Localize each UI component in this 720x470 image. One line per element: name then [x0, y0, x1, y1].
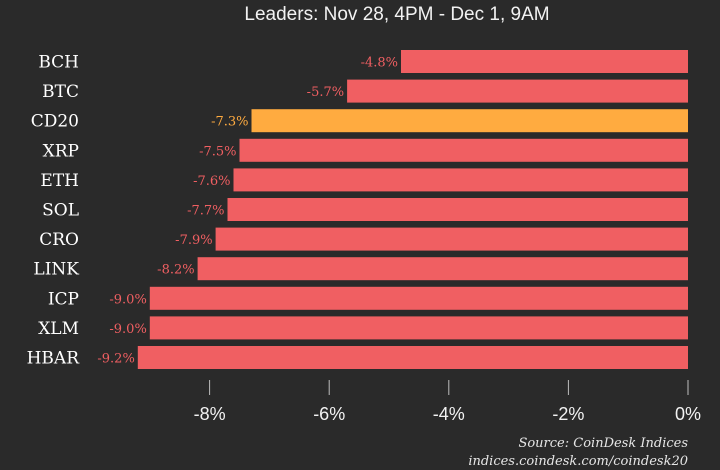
category-label-cro: CRO	[39, 230, 79, 250]
value-label-bch: -4.8%	[361, 56, 398, 71]
bar-btc	[347, 79, 688, 103]
category-label-xrp: XRP	[43, 141, 79, 161]
source-note: Source: CoinDesk Indices	[518, 436, 688, 451]
value-label-btc: -5.7%	[307, 85, 344, 100]
category-label-bch: BCH	[38, 53, 79, 73]
category-label-hbar: HBAR	[27, 349, 81, 369]
category-label-xlm: XLM	[38, 319, 79, 339]
bar-xrp	[239, 138, 688, 162]
bar-link	[197, 257, 688, 281]
bar-xlm	[149, 316, 689, 340]
category-label-btc: BTC	[42, 82, 79, 102]
value-label-hbar: -9.2%	[97, 352, 134, 367]
bar-cd20	[251, 109, 688, 133]
bar-bch	[401, 50, 688, 73]
bar-icp	[149, 286, 689, 310]
value-label-xlm: -9.0%	[109, 322, 146, 337]
value-label-cro: -7.9%	[175, 233, 212, 248]
bar-hbar	[137, 346, 689, 369]
bar-eth	[233, 168, 688, 192]
value-label-icp: -9.0%	[109, 292, 146, 307]
category-label-icp: ICP	[48, 289, 79, 309]
category-label-cd20: CD20	[31, 112, 79, 132]
x-tick-label: -8%	[194, 404, 226, 424]
value-label-link: -8.2%	[157, 263, 194, 278]
source-url: indices.coindesk.com/coindesk20	[468, 454, 688, 469]
x-tick-label: -6%	[313, 404, 345, 424]
x-tick-label: 0%	[675, 404, 701, 424]
category-label-eth: ETH	[40, 171, 79, 191]
value-label-eth: -7.6%	[193, 174, 230, 189]
value-label-xrp: -7.5%	[199, 144, 236, 159]
value-label-cd20: -7.3%	[211, 115, 248, 130]
category-label-link: LINK	[33, 260, 79, 280]
bar-cro	[215, 227, 688, 251]
x-tick-label: -4%	[433, 404, 465, 424]
value-label-sol: -7.7%	[187, 204, 224, 219]
bar-sol	[227, 198, 688, 221]
x-tick-label: -2%	[552, 404, 584, 424]
chart-subtitle: Leaders: Nov 28, 4PM - Dec 1, 9AM	[244, 4, 550, 25]
category-label-sol: SOL	[42, 201, 79, 221]
